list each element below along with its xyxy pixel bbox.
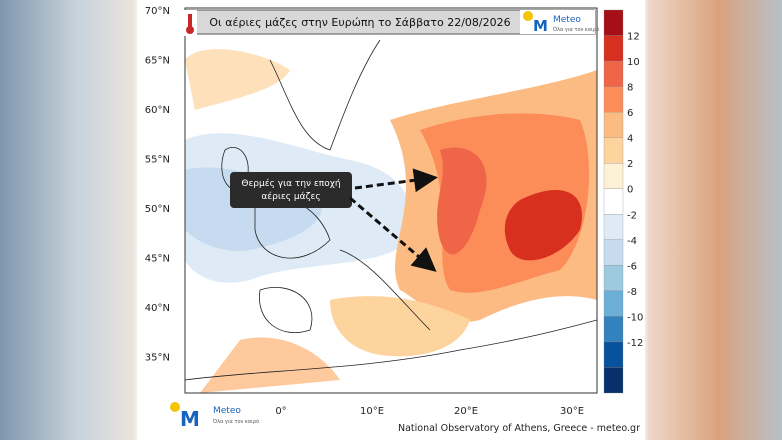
footer-logo-sun	[170, 402, 180, 412]
colorbar-bin	[603, 111, 624, 138]
colorbar-bin	[603, 163, 624, 189]
colorbar-tick-label: -6	[627, 261, 637, 272]
title: Οι αέριες μάζες στην Ευρώπη το Σάββατο 2…	[209, 16, 510, 29]
credit: National Observatory of Athens, Greece -…	[398, 423, 640, 434]
colorbar-bin	[603, 86, 624, 113]
colorbar-tick-label: 2	[627, 159, 633, 170]
colorbar-bin	[603, 137, 624, 164]
colorbar-bin	[603, 265, 624, 292]
lon-label: 20°E	[454, 406, 478, 417]
colorbar-bin	[603, 290, 624, 317]
colorbar-bin	[603, 35, 624, 62]
colorbar-bin	[603, 316, 624, 343]
logo-tagline: Όλα για τον καιρό	[552, 26, 599, 33]
colorbar-tick-label: 8	[627, 83, 633, 94]
colorbar: 12 10 8 6 4 2 0 -2 -4 -6 -8 -10 -12	[603, 9, 643, 394]
annotation-arrow	[354, 168, 438, 193]
annotation-box	[230, 172, 352, 208]
colorbar-tick-label: -12	[627, 338, 643, 349]
map-area	[185, 8, 597, 393]
lat-label: 65°N	[145, 56, 170, 67]
colorbar-tick-label: 12	[627, 32, 640, 43]
colorbar-tick-label: 4	[627, 134, 633, 145]
lon-label: 10°E	[360, 406, 384, 417]
annotation-arrow	[349, 196, 437, 272]
lat-label: 50°N	[145, 204, 170, 215]
colorbar-bin	[603, 214, 624, 240]
footer-logo-m: M	[180, 407, 200, 431]
colorbar-tick-label: 0	[627, 185, 633, 196]
lat-label: 35°N	[145, 353, 170, 364]
colorbar-bin	[603, 367, 624, 394]
colorbar-tick-label: -8	[627, 287, 637, 298]
lat-label: 60°N	[145, 105, 170, 116]
colorbar-tick-label: 10	[627, 57, 640, 68]
colorbar-tick-label: -4	[627, 236, 637, 247]
lat-label: 40°N	[145, 303, 170, 314]
lon-label: 30°E	[560, 406, 584, 417]
colorbar-tick-label: 6	[627, 108, 633, 119]
colorbar-tick-label: -2	[627, 210, 637, 221]
colorbar-bin	[603, 188, 624, 215]
lon-label: 0°	[275, 406, 286, 417]
annotation-line: Θερμές για την εποχή	[241, 178, 340, 189]
colorbar-bin	[603, 9, 624, 36]
logo-text: Meteo	[553, 15, 581, 25]
thermometer-stem	[188, 14, 192, 28]
footer-logo-text: Meteo	[213, 406, 241, 416]
footer-logo-tagline: Όλα για τον καιρό	[212, 418, 259, 425]
logo-sun	[523, 11, 533, 21]
map-frame	[184, 7, 598, 394]
colorbar-bin	[603, 239, 624, 266]
colorbar-bin	[603, 60, 624, 87]
colorbar-bin	[603, 341, 624, 368]
lat-label: 55°N	[145, 155, 170, 166]
logo-m: M	[533, 17, 548, 35]
annotation-line: αέριες μάζες	[261, 191, 320, 202]
colorbar-tick-label: -10	[627, 312, 643, 323]
lat-label: 45°N	[145, 254, 170, 265]
lat-label: 70°N	[145, 6, 170, 17]
